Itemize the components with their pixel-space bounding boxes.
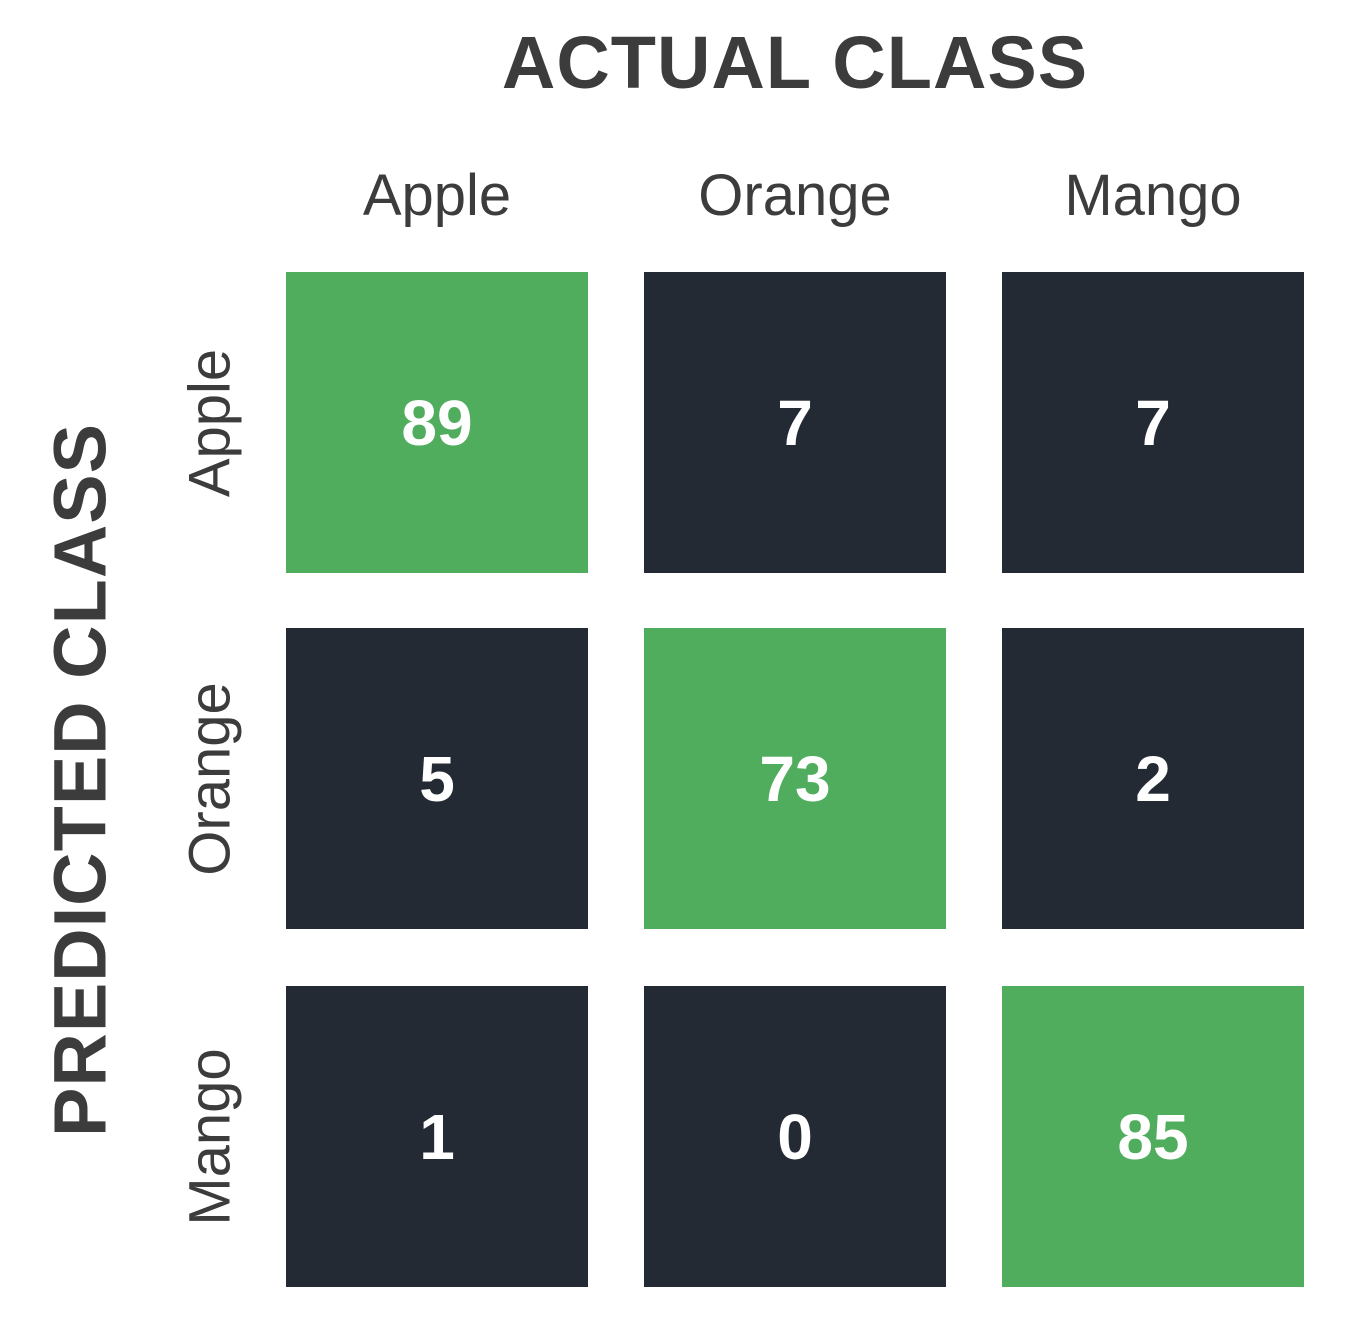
predicted-class-title: PREDICTED CLASS: [30, 272, 130, 1288]
predicted-class-title-text: PREDICTED CLASS: [38, 423, 122, 1137]
cell-orange-apple: 5: [286, 628, 588, 929]
cell-apple-orange: 7: [644, 272, 946, 573]
column-label-mango: Mango: [1064, 163, 1242, 228]
row-label-mango-text: Mango: [177, 1048, 243, 1226]
row-label-mango: Mango: [170, 986, 250, 1288]
cell-orange-mango: 2: [1002, 628, 1304, 929]
row-label-orange-text: Orange: [177, 682, 243, 876]
cell-apple-mango: 7: [1002, 272, 1304, 573]
row-label-apple: Apple: [170, 272, 250, 574]
cell-mango-apple: 1: [286, 986, 588, 1287]
column-label-orange: Orange: [698, 163, 892, 228]
row-label-apple-text: Apple: [177, 348, 243, 498]
row-label-orange: Orange: [170, 628, 250, 930]
column-label-apple: Apple: [362, 163, 512, 228]
cell-apple-apple: 89: [286, 272, 588, 573]
cell-mango-mango: 85: [1002, 986, 1304, 1287]
cell-orange-orange: 73: [644, 628, 946, 929]
actual-class-title: ACTUAL CLASS: [501, 21, 1089, 104]
cell-mango-orange: 0: [644, 986, 946, 1287]
